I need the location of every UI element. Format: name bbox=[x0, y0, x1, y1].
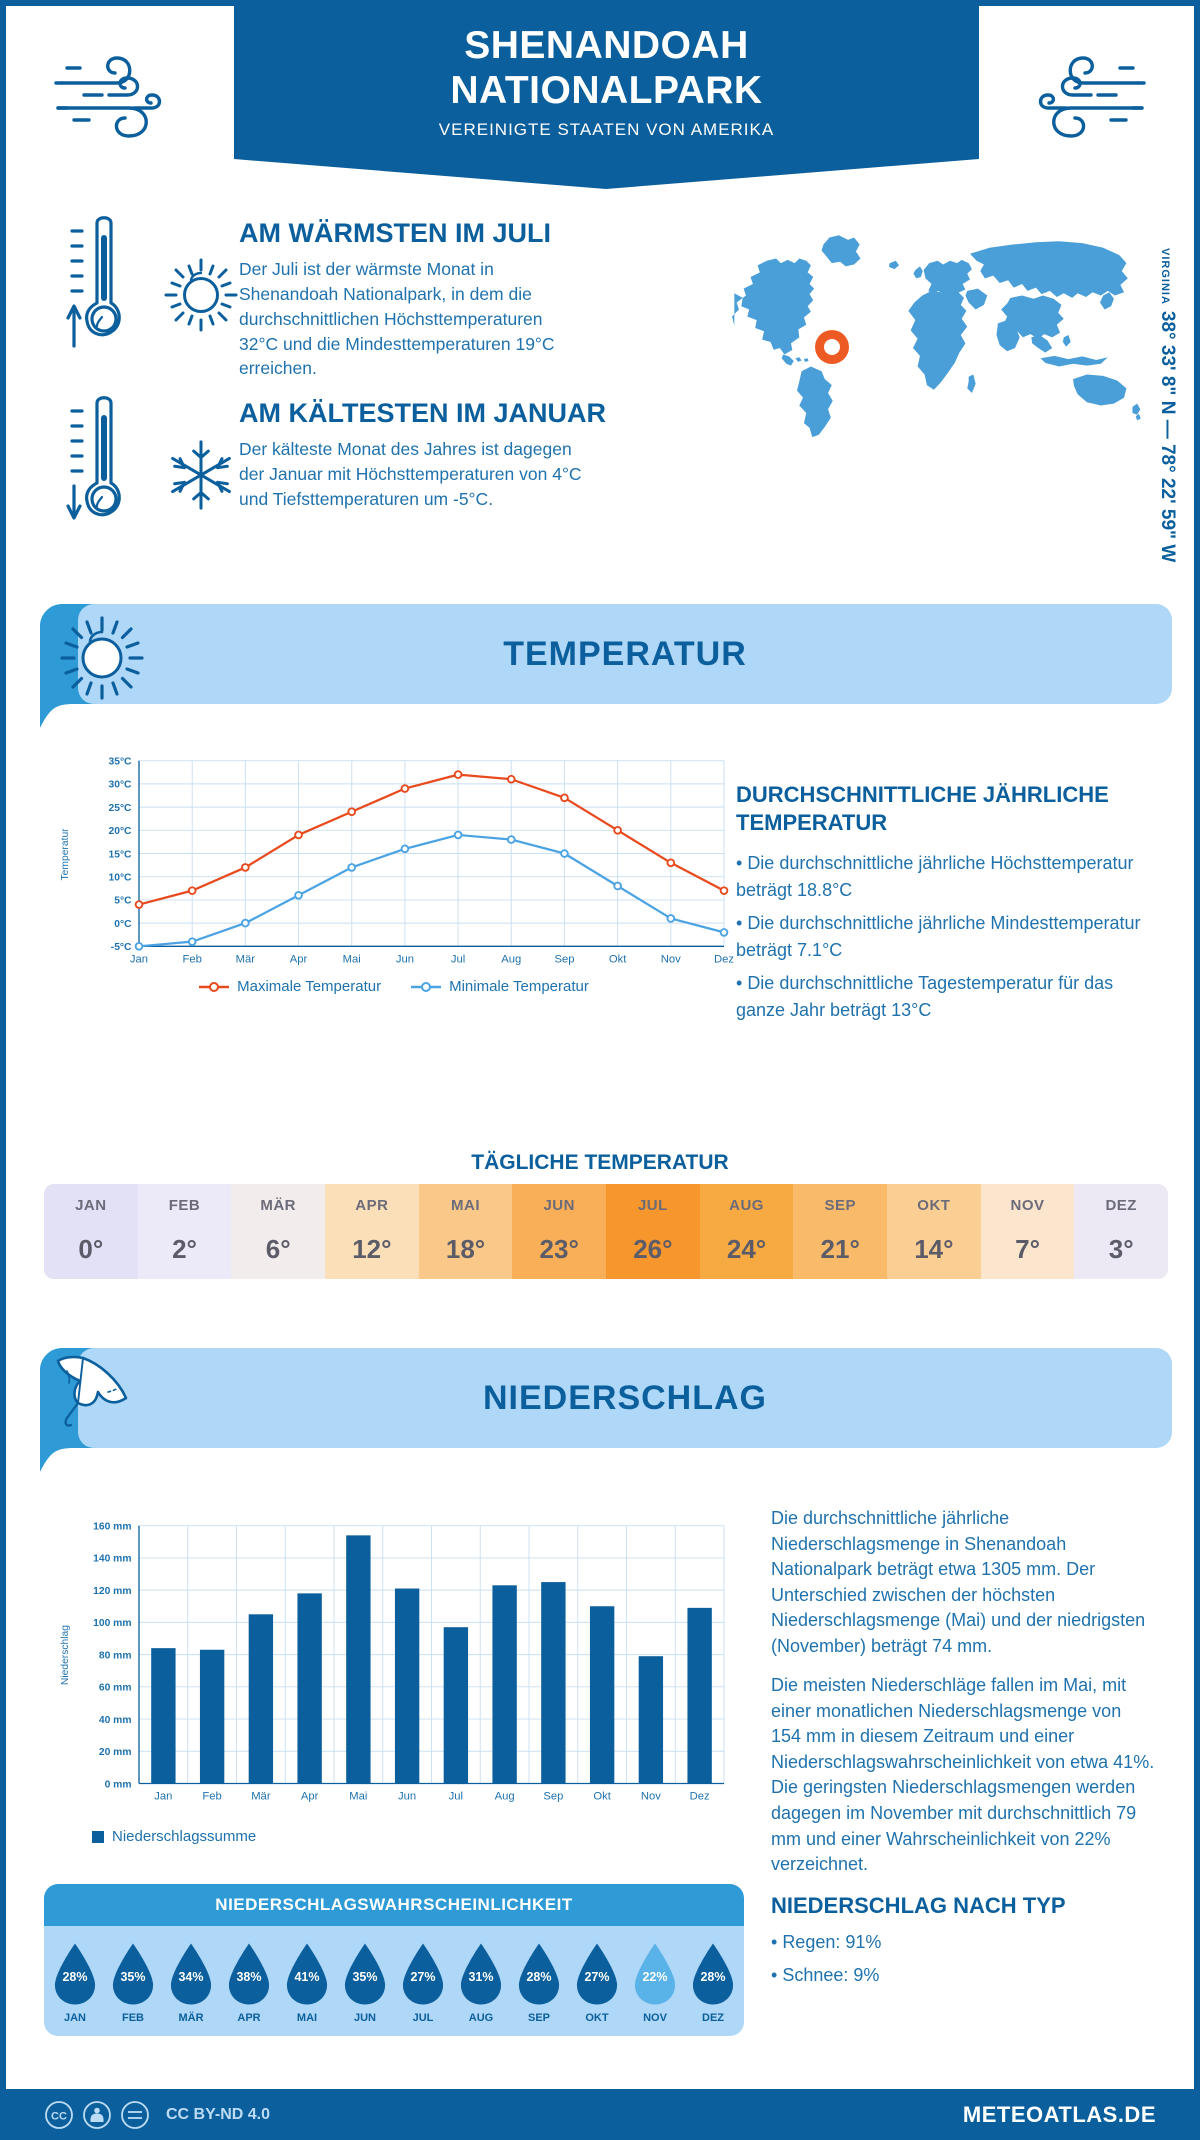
svg-text:Mär: Mär bbox=[251, 1790, 271, 1802]
svg-text:5°C: 5°C bbox=[114, 896, 132, 907]
svg-text:80 mm: 80 mm bbox=[99, 1650, 132, 1661]
svg-text:10°C: 10°C bbox=[108, 872, 132, 883]
svg-text:Jan: Jan bbox=[130, 953, 148, 965]
svg-text:15°C: 15°C bbox=[108, 849, 132, 860]
svg-text:Dez: Dez bbox=[714, 953, 734, 965]
svg-text:Mai: Mai bbox=[349, 1790, 367, 1802]
svg-text:Feb: Feb bbox=[182, 953, 201, 965]
svg-text:Mai: Mai bbox=[343, 953, 361, 965]
svg-text:0 mm: 0 mm bbox=[105, 1779, 132, 1790]
svg-text:Jul: Jul bbox=[451, 953, 465, 965]
svg-text:25°C: 25°C bbox=[108, 803, 132, 814]
svg-text:Dez: Dez bbox=[690, 1790, 710, 1802]
svg-text:Jan: Jan bbox=[154, 1790, 172, 1802]
svg-text:35°C: 35°C bbox=[108, 756, 132, 767]
svg-text:20°C: 20°C bbox=[108, 826, 132, 837]
svg-text:Feb: Feb bbox=[202, 1790, 221, 1802]
svg-text:160 mm: 160 mm bbox=[93, 1521, 131, 1532]
svg-text:Jun: Jun bbox=[396, 953, 414, 965]
svg-text:20 mm: 20 mm bbox=[99, 1747, 132, 1758]
svg-text:-5°C: -5°C bbox=[111, 942, 132, 953]
svg-text:0°C: 0°C bbox=[114, 919, 132, 930]
svg-text:Niederschlag: Niederschlag bbox=[60, 1625, 71, 1685]
svg-text:Aug: Aug bbox=[501, 953, 521, 965]
svg-text:Okt: Okt bbox=[593, 1790, 611, 1802]
svg-text:40 mm: 40 mm bbox=[99, 1715, 132, 1726]
svg-text:Jun: Jun bbox=[398, 1790, 416, 1802]
svg-text:120 mm: 120 mm bbox=[93, 1586, 131, 1597]
svg-text:Temperatur: Temperatur bbox=[60, 828, 71, 881]
svg-text:60 mm: 60 mm bbox=[99, 1683, 132, 1694]
svg-text:Apr: Apr bbox=[290, 953, 308, 965]
svg-text:Mär: Mär bbox=[236, 953, 256, 965]
svg-text:140 mm: 140 mm bbox=[93, 1554, 131, 1565]
svg-text:100 mm: 100 mm bbox=[93, 1618, 131, 1629]
svg-text:Sep: Sep bbox=[554, 953, 574, 965]
svg-text:CC: CC bbox=[51, 2110, 67, 2122]
svg-text:Aug: Aug bbox=[495, 1790, 515, 1802]
svg-text:30°C: 30°C bbox=[108, 780, 132, 791]
svg-text:Nov: Nov bbox=[641, 1790, 661, 1802]
svg-text:Sep: Sep bbox=[543, 1790, 563, 1802]
svg-text:Apr: Apr bbox=[301, 1790, 319, 1802]
svg-text:Jul: Jul bbox=[449, 1790, 463, 1802]
svg-text:Nov: Nov bbox=[661, 953, 681, 965]
svg-text:Okt: Okt bbox=[609, 953, 627, 965]
